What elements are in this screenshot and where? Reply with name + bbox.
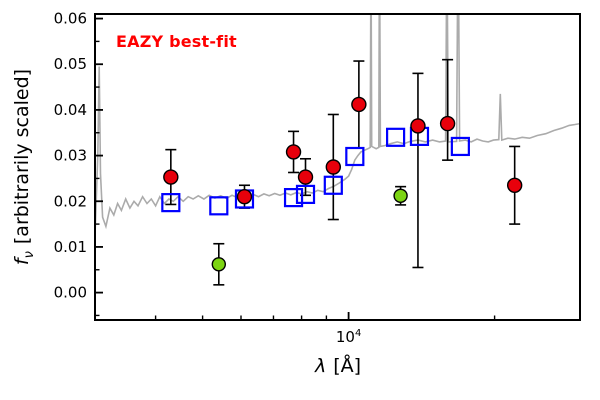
x-tick-label-1e4: 104 (336, 328, 361, 346)
observed-photometry-point (506, 177, 523, 193)
model-photometry-square (345, 146, 365, 167)
model-photometry-square (209, 196, 229, 216)
y-tick-label: 0.02 (54, 192, 87, 210)
observed-photometry-point (236, 188, 253, 205)
bestfit-annotation: EAZY best-fit (116, 32, 237, 51)
flagged-photometry-point (211, 257, 227, 272)
x-axis-label: λ [Å] (315, 355, 361, 377)
y-tick-label: 0.00 (54, 284, 87, 302)
observed-point-errorbar (412, 72, 424, 269)
y-tick-label: 0.04 (54, 101, 87, 119)
y-tick-label: 0.03 (54, 147, 87, 165)
model-photometry-square (161, 193, 181, 213)
flagged-photometry-point (393, 188, 408, 203)
observed-point-errorbar (442, 58, 454, 161)
model-photometry-square (385, 127, 406, 147)
model-photometry-square (295, 184, 316, 205)
plot-area (95, 14, 580, 286)
x-axis-label-unit: [Å] (333, 355, 362, 377)
model-photometry-square (323, 175, 343, 195)
y-tick-label: 0.06 (54, 10, 87, 28)
model-photometry-square (283, 188, 304, 208)
observed-photometry-point (285, 144, 302, 160)
x-axis-label-symbol: λ (314, 355, 327, 377)
y-axis-label-symbol: f (11, 258, 34, 266)
y-axis-label-text: [arbitrarily scaled] (11, 68, 34, 245)
y-tick-label: 0.01 (54, 238, 87, 256)
observed-photometry-point (410, 118, 426, 134)
x-tick-label-exponent: 4 (354, 328, 362, 339)
observed-photometry-point (439, 115, 456, 132)
x-tick-label-base: 10 (335, 328, 355, 346)
y-axis-label-subscript: ν (21, 251, 37, 259)
y-tick-label: 0.05 (54, 55, 87, 73)
observed-photometry-point (325, 159, 342, 175)
observed-photometry-point (163, 169, 179, 185)
observed-photometry-point (351, 96, 367, 113)
model-photometry-square (450, 136, 470, 157)
observed-photometry-point (297, 169, 314, 185)
axes-frame (94, 13, 581, 321)
y-axis-label: fν [arbitrarily scaled] (11, 69, 37, 265)
